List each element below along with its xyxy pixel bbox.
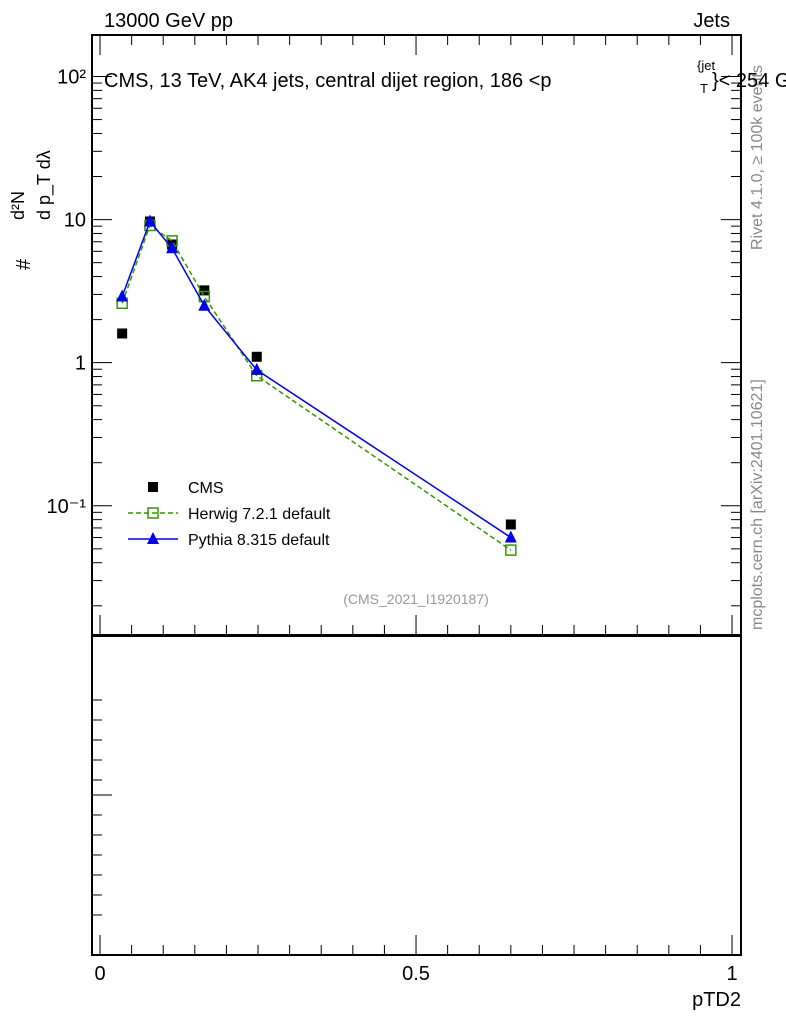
mcplots-label: mcplots.cern.ch [arXiv:2401.10621] bbox=[749, 379, 766, 630]
data-point-herwig bbox=[147, 507, 159, 519]
data-point-pythia bbox=[166, 241, 179, 254]
data-point-cms bbox=[148, 482, 158, 492]
x-tick-label: 0.5 bbox=[402, 963, 430, 985]
series-line bbox=[121, 224, 512, 551]
ylabel-hash: # bbox=[13, 258, 35, 270]
watermark: (CMS_2021_I1920187) bbox=[343, 591, 489, 607]
data-point-cms bbox=[505, 519, 516, 530]
y-tick-label: 10 bbox=[64, 210, 86, 232]
data-point-pythia bbox=[250, 362, 263, 375]
legend-entry: CMS bbox=[148, 480, 224, 497]
x-tick-label: 0 bbox=[94, 963, 105, 985]
data-point-cms bbox=[199, 285, 210, 296]
series-2 bbox=[116, 214, 517, 543]
header-left: 13000 GeV pp bbox=[104, 10, 233, 32]
legend-label: CMS bbox=[188, 480, 224, 497]
y-axis-label: # d²N d p_T dλ bbox=[8, 150, 55, 270]
series-line bbox=[121, 220, 512, 539]
ylabel-num: d²N bbox=[8, 191, 28, 220]
title-end: }< 254 GeV bbox=[712, 70, 786, 92]
x-tick-label: 1 bbox=[726, 963, 737, 985]
data-point-cms bbox=[251, 351, 262, 362]
title-sup: {jet bbox=[697, 58, 715, 73]
legend-label: Pythia 8.315 default bbox=[188, 532, 330, 549]
data-point-pythia bbox=[198, 298, 211, 311]
y-tick-label: 1 bbox=[75, 353, 86, 375]
y-tick-label: 10² bbox=[57, 67, 86, 89]
data-point-pythia bbox=[504, 530, 517, 543]
ratio-frame bbox=[91, 635, 742, 956]
data-point-pythia bbox=[147, 532, 159, 544]
y-tick-label: 10⁻¹ bbox=[47, 496, 87, 518]
chart-title: CMS, 13 TeV, AK4 jets, central dijet reg… bbox=[104, 70, 552, 92]
x-axis-label: pTD2 bbox=[692, 989, 741, 1011]
rivet-label: Rivet 4.1.0, ≥ 100k events bbox=[749, 65, 766, 250]
legend-entry: Herwig 7.2.1 default bbox=[128, 506, 331, 523]
series-0 bbox=[117, 216, 516, 530]
legend-entry: Pythia 8.315 default bbox=[128, 532, 330, 549]
header-right: Jets bbox=[693, 10, 730, 32]
data-point-pythia bbox=[143, 214, 156, 227]
ylabel-den: d p_T dλ bbox=[34, 150, 55, 220]
series-1 bbox=[116, 219, 517, 556]
data-point-pythia bbox=[116, 289, 129, 302]
title-sub: T bbox=[700, 81, 708, 96]
legend-label: Herwig 7.2.1 default bbox=[188, 506, 331, 523]
data-point-cms bbox=[117, 328, 128, 339]
data-point-herwig bbox=[505, 544, 517, 556]
